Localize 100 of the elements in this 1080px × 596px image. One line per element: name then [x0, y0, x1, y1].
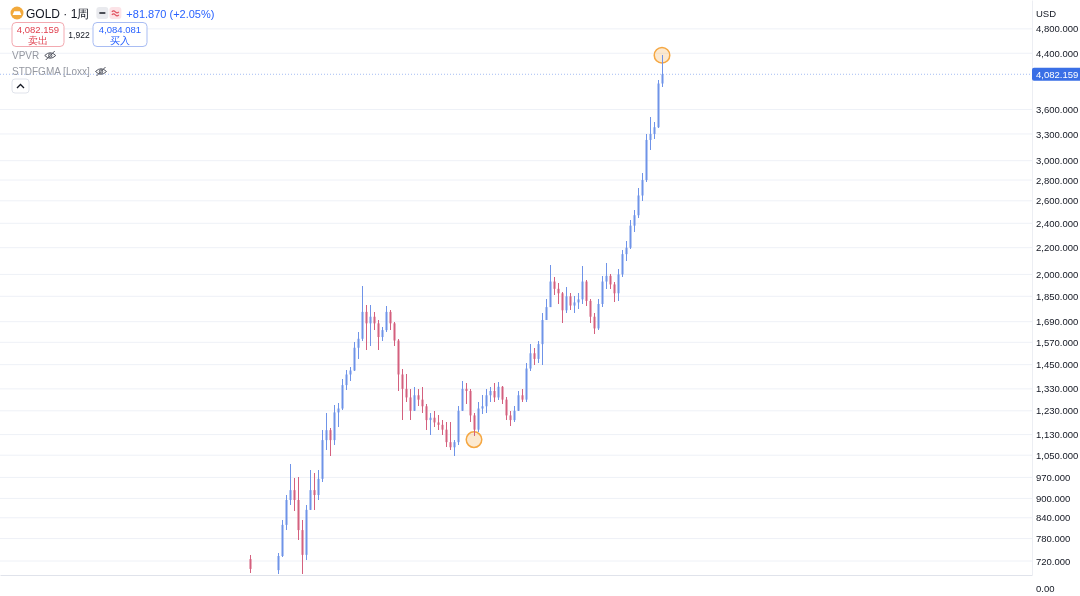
candlestick — [497, 380, 500, 401]
y-tick-label: 4,400.000 — [1036, 47, 1079, 59]
candlestick — [389, 309, 392, 331]
y-tick-label: 720.000 — [1036, 555, 1071, 567]
candlestick — [369, 304, 372, 347]
candlestick — [613, 280, 616, 304]
y-tick-label: 780.000 — [1036, 533, 1071, 545]
candlestick — [437, 414, 440, 431]
candlestick — [397, 338, 400, 392]
y-tick-label: 2,000.000 — [1036, 268, 1079, 280]
candlestick — [425, 403, 428, 431]
y-tick-label: 1,850.000 — [1036, 290, 1079, 302]
y-tick-label: 3,600.000 — [1036, 104, 1079, 116]
candlestick — [293, 477, 296, 512]
candlestick — [289, 462, 292, 506]
y-tick-label: 1,130.000 — [1036, 429, 1079, 441]
candlestick — [517, 390, 520, 412]
candlestick — [461, 379, 464, 412]
candlestick — [377, 319, 380, 351]
y-tick-label: 2,200.000 — [1036, 242, 1079, 254]
text: 0.00 — [1036, 583, 1055, 594]
candlestick — [325, 412, 328, 451]
candlestick — [537, 339, 540, 364]
candlestick — [385, 304, 388, 333]
candlestick — [601, 275, 604, 308]
candlestick — [581, 265, 584, 305]
candlestick — [625, 240, 628, 262]
candlestick — [409, 388, 412, 421]
candlestick — [441, 419, 444, 436]
candlestick — [249, 554, 252, 574]
candlestick — [401, 367, 404, 421]
candlestick — [573, 295, 576, 315]
candlestick — [533, 347, 536, 366]
candlestick — [413, 386, 416, 412]
annotation: VPVR — [12, 50, 40, 61]
candlestick — [309, 469, 312, 511]
candlestick — [333, 404, 336, 446]
candlestick — [589, 298, 592, 324]
y-tick-label: 4,800.000 — [1036, 23, 1079, 35]
y-tick-label: 840.000 — [1036, 512, 1071, 524]
ref-line-label: 4,082.159 — [1036, 68, 1079, 80]
y-tick-label: 900.000 — [1036, 492, 1071, 504]
candlestick — [477, 401, 480, 433]
candlestick — [541, 312, 544, 366]
buy-button: 4,084.081 买入 — [92, 22, 148, 47]
candlestick — [649, 116, 652, 151]
annotation: 买入 — [110, 35, 130, 46]
candlestick — [637, 187, 640, 219]
candlestick — [505, 396, 508, 421]
annotation: 1,922 — [68, 29, 90, 40]
candlestick — [653, 121, 656, 140]
y-tick-label: 1,050.000 — [1036, 449, 1079, 461]
candlestick — [473, 412, 476, 437]
candlestick — [553, 276, 556, 296]
candlestick — [609, 273, 612, 290]
y-tick-label: 970.000 — [1036, 471, 1071, 483]
candlestick — [577, 292, 580, 310]
candlestick — [493, 382, 496, 403]
candlestick — [597, 298, 600, 331]
candlestick — [301, 519, 304, 575]
candlestick — [457, 405, 460, 446]
candlestick — [569, 292, 572, 311]
candlestick — [481, 394, 484, 415]
candlestick — [525, 362, 528, 403]
candlestick — [329, 427, 332, 457]
candlestick — [501, 385, 504, 405]
candlestick — [633, 209, 636, 233]
y-tick-label: 2,600.000 — [1036, 195, 1079, 207]
candlestick — [621, 249, 624, 278]
candlestick — [629, 219, 632, 250]
annotation: 4,082.159 — [16, 23, 60, 35]
candlestick — [617, 268, 620, 302]
candlestick — [405, 373, 408, 403]
candlestick — [585, 279, 588, 307]
candlestick — [545, 298, 548, 321]
candlestick — [305, 504, 308, 561]
candlestick — [485, 388, 488, 414]
candlestick — [317, 469, 320, 501]
candlestick — [465, 382, 468, 405]
candlestick — [277, 552, 280, 575]
candlestick — [561, 291, 564, 324]
candlestick — [365, 304, 368, 351]
candlestick — [521, 388, 524, 403]
candlestick — [393, 321, 396, 347]
y-axis-title: USD — [1036, 8, 1057, 19]
candlestick — [645, 133, 648, 183]
candlestick — [449, 421, 452, 451]
candlestick — [509, 410, 512, 427]
candlestick — [373, 311, 376, 331]
candlestick — [357, 331, 360, 360]
y-tick-label: 1,230.000 — [1036, 405, 1079, 417]
candlestick — [297, 476, 300, 541]
annotation: 4,084.081 — [98, 23, 142, 35]
candlestick — [345, 369, 348, 391]
annotation: 卖出 — [28, 35, 48, 46]
candlestick — [529, 343, 532, 372]
candlestick — [657, 79, 660, 129]
y-tick-label: 1,450.000 — [1036, 359, 1079, 371]
y-tick-label: 2,800.000 — [1036, 174, 1079, 186]
text: GOLD · 1周 — [26, 6, 90, 21]
